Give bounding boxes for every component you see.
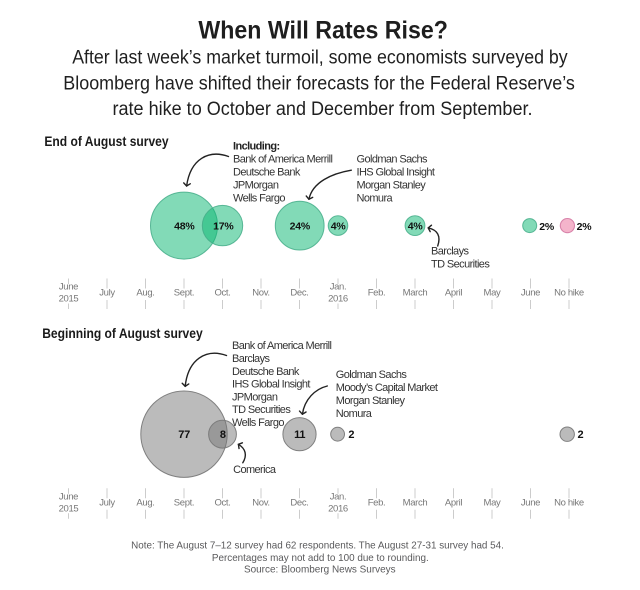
svg-text:Source: Bloomberg News Surveys: Source: Bloomberg News Surveys (244, 564, 396, 575)
svg-text:Nomura: Nomura (357, 192, 394, 204)
svg-text:April: April (445, 288, 462, 299)
svg-text:Barclays: Barclays (232, 353, 270, 365)
svg-text:11: 11 (294, 429, 305, 441)
svg-text:JPMorgan: JPMorgan (232, 391, 278, 403)
svg-text:2016: 2016 (328, 294, 348, 305)
svg-text:Goldman Sachs: Goldman Sachs (336, 369, 408, 381)
svg-text:March: March (403, 288, 428, 299)
svg-text:24%: 24% (290, 221, 311, 233)
svg-text:July: July (99, 288, 115, 299)
svg-text:rate hike to October and Decem: rate hike to October and December from S… (113, 99, 533, 120)
svg-text:48%: 48% (174, 221, 195, 233)
svg-text:Note: The August 7–12 survey h: Note: The August 7–12 survey had 62 resp… (131, 541, 504, 552)
svg-text:4%: 4% (331, 221, 347, 233)
svg-text:TD Securities: TD Securities (232, 404, 291, 416)
svg-text:Percentages may not add to 100: Percentages may not add to 100 due to ro… (212, 553, 429, 564)
svg-text:March: March (403, 498, 428, 509)
svg-text:Moody’s Capital Market: Moody’s Capital Market (336, 382, 438, 394)
svg-text:End of August survey: End of August survey (44, 133, 168, 149)
svg-text:Jan.: Jan. (330, 282, 347, 293)
svg-text:TD Securities: TD Securities (431, 258, 490, 270)
svg-text:2%: 2% (539, 221, 555, 233)
svg-text:8: 8 (220, 429, 226, 441)
svg-text:Oct.: Oct. (214, 288, 230, 299)
svg-text:Sept.: Sept. (174, 498, 194, 509)
svg-text:Aug.: Aug. (136, 498, 154, 509)
svg-text:2: 2 (348, 429, 354, 441)
svg-text:2016: 2016 (328, 503, 348, 514)
svg-text:June: June (521, 288, 540, 299)
svg-text:Morgan Stanley: Morgan Stanley (336, 395, 406, 407)
svg-text:IHS Global Insight: IHS Global Insight (357, 166, 435, 178)
svg-text:Deutsche Bank: Deutsche Bank (233, 166, 301, 178)
svg-text:4%: 4% (408, 221, 424, 233)
svg-text:Nov.: Nov. (252, 498, 269, 509)
svg-text:IHS Global Insight: IHS Global Insight (232, 379, 310, 391)
svg-text:After last week’s market turmo: After last week’s market turmoil, some e… (72, 47, 568, 68)
svg-text:17%: 17% (213, 221, 234, 233)
svg-text:Goldman Sachs: Goldman Sachs (357, 153, 429, 165)
svg-text:Dec.: Dec. (290, 288, 308, 299)
svg-text:June: June (59, 282, 78, 293)
svg-text:2015: 2015 (59, 503, 79, 514)
svg-text:Jan.: Jan. (330, 491, 347, 502)
svg-text:July: July (99, 498, 115, 509)
svg-text:May: May (484, 498, 501, 509)
svg-text:2015: 2015 (59, 294, 79, 305)
svg-text:Morgan Stanley: Morgan Stanley (357, 179, 427, 191)
svg-text:Deutsche Bank: Deutsche Bank (232, 366, 300, 378)
svg-text:Beginning of August survey: Beginning of August survey (42, 325, 203, 341)
svg-text:Feb.: Feb. (368, 498, 386, 509)
svg-text:Including:: Including: (233, 141, 280, 153)
svg-text:Oct.: Oct. (214, 498, 230, 509)
svg-text:Wells Fargo: Wells Fargo (233, 192, 285, 204)
svg-text:JPMorgan: JPMorgan (233, 179, 279, 191)
svg-text:Comerica: Comerica (233, 464, 277, 476)
svg-text:2%: 2% (577, 221, 593, 233)
svg-text:Bank of America Merrill: Bank of America Merrill (232, 340, 331, 352)
svg-text:Barclays: Barclays (431, 246, 469, 258)
svg-text:Bloomberg have shifted their f: Bloomberg have shifted their forecasts f… (63, 73, 575, 94)
svg-text:June: June (521, 498, 540, 509)
svg-text:May: May (484, 288, 501, 299)
svg-text:April: April (445, 498, 462, 509)
svg-text:77: 77 (178, 429, 190, 441)
svg-text:Aug.: Aug. (136, 288, 154, 299)
svg-text:June: June (59, 491, 78, 502)
svg-text:Feb.: Feb. (368, 288, 386, 299)
svg-text:Sept.: Sept. (174, 288, 194, 299)
svg-text:2: 2 (578, 429, 584, 441)
svg-text:Nomura: Nomura (336, 408, 373, 420)
svg-text:When Will Rates Rise?: When Will Rates Rise? (198, 17, 448, 45)
svg-text:Bank of America Merrill: Bank of America Merrill (233, 153, 332, 165)
svg-text:Wells Fargo: Wells Fargo (232, 417, 284, 429)
svg-text:Nov.: Nov. (252, 288, 269, 299)
svg-text:Dec.: Dec. (290, 498, 308, 509)
svg-text:No hike: No hike (554, 288, 584, 299)
svg-text:No hike: No hike (554, 498, 584, 509)
